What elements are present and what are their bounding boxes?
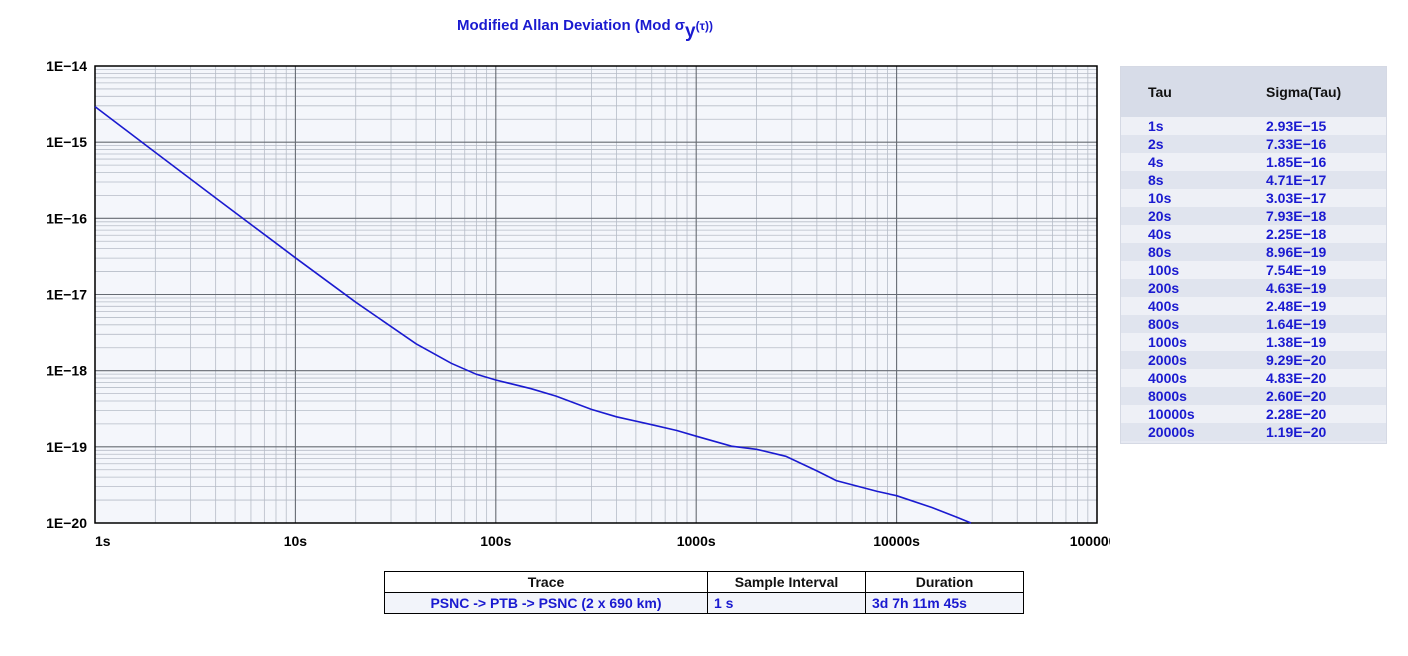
- sigma-value: 2.28E−20: [1266, 406, 1327, 422]
- chart-title-subscript: y: [685, 21, 696, 42]
- tau-table-row: 2s 7.33E−16: [1121, 135, 1386, 153]
- tau-table-row: 4s 1.85E−16: [1121, 153, 1386, 171]
- y-tick-label: 1E−16: [46, 210, 87, 226]
- tau-table-row: 8000s 2.60E−20: [1121, 387, 1386, 405]
- x-axis-tick-labels: 1s 10s 100s 1000s 10000s 100000s: [95, 533, 1110, 549]
- series-line: [94, 105, 972, 524]
- tau-table-header: Tau Sigma(Tau): [1121, 67, 1386, 117]
- tau-value: 10s: [1148, 190, 1172, 206]
- tau-table-row: 400s 2.48E−19: [1121, 297, 1386, 315]
- x-tick-label: 100s: [480, 533, 511, 549]
- tau-value: 8000s: [1148, 388, 1187, 404]
- trace-header: Trace: [384, 571, 708, 593]
- tau-value: 2000s: [1148, 352, 1187, 368]
- sigma-value: 4.71E−17: [1266, 172, 1327, 188]
- sample-interval-header: Sample Interval: [707, 571, 866, 593]
- trace-value: PSNC -> PTB -> PSNC (2 x 690 km): [384, 592, 708, 614]
- sigma-value: 2.25E−18: [1266, 226, 1327, 242]
- tau-table-row: 20s 7.93E−18: [1121, 207, 1386, 225]
- y-tick-label: 1E−20: [46, 515, 87, 531]
- y-tick-label: 1E−17: [46, 287, 87, 303]
- x-tick-label: 1000s: [677, 533, 716, 549]
- sigma-header: Sigma(Tau): [1266, 84, 1342, 100]
- x-tick-label: 10s: [284, 533, 308, 549]
- sigma-value: 8.96E−19: [1266, 244, 1327, 260]
- tau-value: 4s: [1148, 154, 1164, 170]
- tau-header: Tau: [1148, 84, 1172, 100]
- plot-frame: [94, 65, 1098, 524]
- sample-interval-value: 1 s: [707, 592, 866, 614]
- tau-table-row: 20000s 1.19E−20: [1121, 423, 1386, 441]
- tau-value: 4000s: [1148, 370, 1187, 386]
- y-axis-tick-labels: 1E−14 1E−15 1E−16 1E−17 1E−18 1E−19 1E−20: [46, 58, 87, 531]
- chart-title: Modified Allan Deviation (Mod σy(τ)): [457, 17, 713, 42]
- tau-table-row: 100s 7.54E−19: [1121, 261, 1386, 279]
- tau-value: 20s: [1148, 208, 1172, 224]
- sigma-value: 7.33E−16: [1266, 136, 1327, 152]
- tau-value: 100s: [1148, 262, 1180, 278]
- duration-value: 3d 7h 11m 45s: [865, 592, 1024, 614]
- y-tick-label: 1E−19: [46, 439, 87, 455]
- tau-table-row: 4000s 4.83E−20: [1121, 369, 1386, 387]
- tau-value: 8s: [1148, 172, 1164, 188]
- chart-title-main: Modified Allan Deviation (Mod σ: [457, 17, 685, 34]
- trace-table-header-row: Trace Sample Interval Duration: [384, 571, 1024, 593]
- tau-value: 400s: [1148, 298, 1180, 314]
- tau-table-row: 800s 1.64E−19: [1121, 315, 1386, 333]
- sigma-value: 7.93E−18: [1266, 208, 1327, 224]
- allan-deviation-chart: Modified Allan Deviation (Mod σy(τ)) 1E−…: [46, 17, 1110, 549]
- x-tick-label: 100000s: [1070, 533, 1110, 549]
- sigma-value: 4.63E−19: [1266, 280, 1327, 296]
- x-tick-label: 10000s: [873, 533, 920, 549]
- tau-table-row: 80s 8.96E−19: [1121, 243, 1386, 261]
- sigma-value: 2.93E−15: [1266, 118, 1327, 134]
- y-tick-label: 1E−14: [46, 58, 87, 74]
- tau-table-row: 10000s 2.28E−20: [1121, 405, 1386, 423]
- tau-table-row: 8s 4.71E−17: [1121, 171, 1386, 189]
- tau-value: 1000s: [1148, 334, 1187, 350]
- tau-value: 40s: [1148, 226, 1172, 242]
- tau-value: 1s: [1148, 118, 1164, 134]
- y-tick-label: 1E−15: [46, 134, 87, 150]
- sigma-value: 1.85E−16: [1266, 154, 1327, 170]
- tau-value: 2s: [1148, 136, 1164, 152]
- x-tick-label: 1s: [95, 533, 111, 549]
- tau-value: 10000s: [1148, 406, 1195, 422]
- tau-table-row: 1s 2.93E−15: [1121, 117, 1386, 135]
- tau-table-row: 10s 3.03E−17: [1121, 189, 1386, 207]
- sigma-value: 4.83E−20: [1266, 370, 1327, 386]
- sigma-value: 3.03E−17: [1266, 190, 1327, 206]
- tau-value: 80s: [1148, 244, 1172, 260]
- sigma-value: 1.19E−20: [1266, 424, 1327, 440]
- tau-table-row: 2000s 9.29E−20: [1121, 351, 1386, 369]
- trace-table-row: PSNC -> PTB -> PSNC (2 x 690 km) 1 s 3d …: [384, 592, 1024, 614]
- sigma-value: 2.48E−19: [1266, 298, 1327, 314]
- chart-title-end: (τ)): [696, 19, 713, 33]
- sigma-value: 1.64E−19: [1266, 316, 1327, 332]
- tau-table-row: 200s 4.63E−19: [1121, 279, 1386, 297]
- duration-header: Duration: [865, 571, 1024, 593]
- y-tick-label: 1E−18: [46, 363, 87, 379]
- tau-table-row: 1000s 1.38E−19: [1121, 333, 1386, 351]
- sigma-value: 2.60E−20: [1266, 388, 1327, 404]
- tau-table-rows: 1s 2.93E−15 2s 7.33E−16 4s 1.85E−16 8s 4.71E−17…: [1121, 117, 1386, 443]
- tau-value: 200s: [1148, 280, 1180, 296]
- tau-table-row: 40s 2.25E−18: [1121, 225, 1386, 243]
- tau-value: 800s: [1148, 316, 1180, 332]
- sigma-value: 7.54E−19: [1266, 262, 1327, 278]
- sigma-value: 1.38E−19: [1266, 334, 1327, 350]
- sigma-value: 9.29E−20: [1266, 352, 1327, 368]
- tau-sigma-table: Tau Sigma(Tau) 1s 2.93E−15 2s 7.33E−16 4s 1.8…: [1120, 66, 1387, 444]
- tau-value: 20000s: [1148, 424, 1195, 440]
- trace-info-table: Trace Sample Interval Duration PSNC -> P…: [384, 571, 1024, 614]
